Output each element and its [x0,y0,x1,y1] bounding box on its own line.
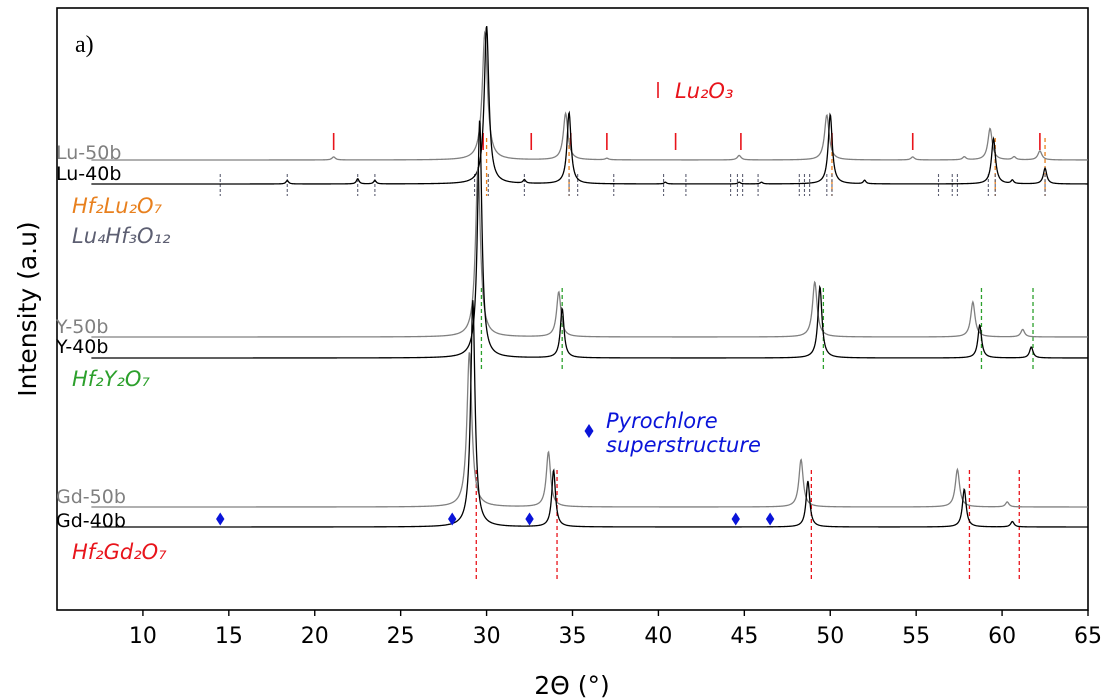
series-y-40b [91,120,1088,359]
x-tick-label-35: 35 [559,624,587,649]
x-tick-label-25: 25 [387,624,415,649]
superstructure-marker-2 [525,512,534,526]
diffraction-curves [91,26,1088,528]
superstructure-marker-3 [731,512,740,526]
x-tick-label-55: 55 [902,624,930,649]
x-tick-label-65: 65 [1074,624,1102,649]
x-axis-label: 2Θ (°) [534,671,610,700]
superstructure-marker-1 [448,512,457,526]
x-tick-label-15: 15 [215,624,243,649]
y-axis-label: Intensity (a.u) [13,221,42,396]
legend-lu2o3: Lu₂O₃ [657,79,733,103]
x-tick-label-60: 60 [988,624,1016,649]
phase-label-lu4hf3o12: Lu₄Hf₃O₁₂ [72,224,171,248]
panel-label: a) [75,32,94,58]
phase-label-hf2gd2o7: Hf₂Gd₂O₇ [72,540,167,564]
superstructure-label-line2: superstructure [606,433,761,457]
x-tick-label-50: 50 [816,624,844,649]
superstructure-diamond-icon [584,424,594,438]
series-lu-50b [91,30,1088,161]
series-y-50b [91,166,1088,338]
sample-label-gd-40b: Gd-40b [56,510,126,532]
series-gd-50b [91,352,1088,508]
x-tick-label-45: 45 [730,624,758,649]
sample-label-y-40b: Y-40b [55,336,108,358]
phase-label-lu2o3: Lu₂O₃ [675,79,733,103]
plot-area [56,7,1089,611]
series-gd-40b [91,300,1088,528]
plot-frame [56,7,1089,611]
legend-superstructure: Pyrochlore superstructure [584,409,761,457]
x-tick-label-30: 30 [473,624,501,649]
x-tick-label-20: 20 [301,624,329,649]
sample-label-lu-50b: Lu-50b [56,142,121,164]
superstructure-marker-0 [216,512,225,526]
superstructure-markers [216,512,775,526]
series-lu-40b [91,26,1088,185]
sample-label-lu-40b: Lu-40b [56,163,121,185]
sample-label-y-50b: Y-50b [55,316,108,338]
phase-label-hf2lu2o7: Hf₂Lu₂O₇ [72,194,163,218]
sample-label-gd-50b: Gd-50b [56,486,126,508]
x-axis: 10 15 20 25 30 35 40 45 50 55 60 65 [129,610,1102,649]
superstructure-label-line1: Pyrochlore [606,409,718,433]
x-tick-label-10: 10 [129,624,157,649]
reference-phase-ticks [219,133,1046,581]
superstructure-marker-4 [765,512,775,526]
phase-label-hf2y2o7: Hf₂Y₂O₇ [72,367,150,391]
x-tick-label-40: 40 [644,624,672,649]
